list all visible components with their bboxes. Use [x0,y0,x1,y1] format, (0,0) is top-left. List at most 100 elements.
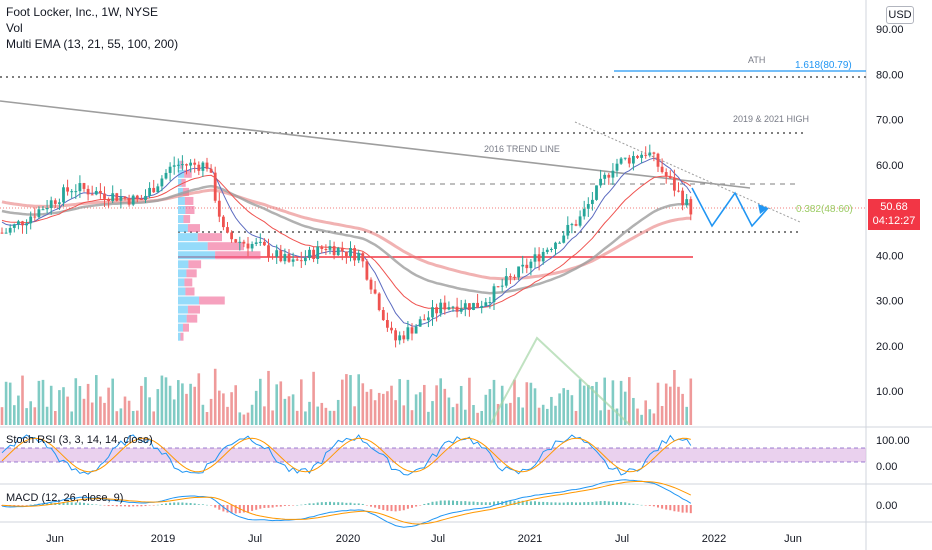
high-2019-2021-label: 2019 & 2021 HIGH [733,114,809,124]
volume-bar [439,378,442,425]
volume-bar [484,394,488,425]
candle-body [656,153,660,167]
candles-group[interactable] [0,144,693,348]
volume-bar [496,403,500,425]
candle-body [4,232,8,234]
macd-hist-bar [95,504,98,505]
time-tick-label: Jul [431,533,445,545]
time-axis[interactable]: Jun 2019 Jul 2020 Jul 2021 Jul 2022 Jun [46,533,802,545]
macd-hist-bar [181,502,184,505]
candle-body [402,335,406,340]
volume-bar [394,400,397,425]
volume-bar [607,409,611,425]
volume-bar [152,411,155,425]
volume-bar [254,390,258,425]
candle-body [472,302,475,310]
candle-body [25,223,28,226]
macd-hist-bar [525,501,528,505]
volume-bar [312,371,315,425]
candle-body [480,305,484,308]
volume-bar [681,393,684,425]
candle-body [451,306,455,308]
volume-bar [259,378,262,425]
macd-hist-bar [320,502,323,505]
volume-bar [230,392,233,425]
candle-body [504,276,508,286]
macd-hist-bar [566,502,569,505]
volume-bar [578,379,582,425]
volume-bar [201,404,205,425]
macd-signal-line [1,480,692,525]
volume-bar [546,408,549,425]
candle-body [263,241,266,246]
macd-tick-0: 0.00 [876,500,897,512]
macd-hist-bar [312,503,315,505]
macd-hist-bar [300,504,303,506]
candle-body [439,302,443,314]
macd-hist-bar [374,505,377,508]
volume-bar [103,402,106,425]
volume-bar [119,408,123,425]
macd-hist-bar [406,505,409,509]
macd-hist-bar [443,500,446,505]
candle-body [521,264,525,267]
volume-bar [209,398,213,425]
currency-button[interactable]: USD [886,6,914,24]
candle-body [447,307,451,310]
volume-bar [185,393,188,425]
macd-hist-bar [550,502,553,505]
macd-hist-bar [542,501,545,505]
volume-profile-up [178,196,185,205]
candle-body [636,155,639,158]
candle-body [111,193,115,202]
candle-body [140,198,143,200]
macd-hist-bar [419,505,422,506]
volume-bar [250,404,254,425]
volume-bar [238,412,242,425]
candle-body [627,157,631,164]
macd-hist-bar [603,500,606,505]
macd-hist-bar [616,501,618,505]
macd-hist-bar [87,503,90,505]
macd-hist-bar [226,505,229,513]
volume-bar [234,385,237,425]
time-tick-label: Jul [248,533,262,545]
volume-profile-up [178,296,200,305]
volume-bar [160,375,164,425]
candle-body [336,247,340,256]
volume-bar [37,380,41,425]
candle-body [541,251,545,262]
macd-hist-bar [140,505,143,507]
candle-body [619,158,623,164]
candle-body [595,185,598,200]
candle-body [550,248,553,250]
macd-hist-bar [480,502,483,505]
macd-hist-bar [390,505,393,512]
macd-hist-bar [128,505,131,507]
macd-hist-bar [160,504,163,505]
macd-hist-bar [640,504,643,506]
macd-hist-bar [165,503,167,505]
macd-hist-bar [119,505,122,507]
candle-body [135,195,139,199]
trend-line-dotted [574,121,801,223]
macd-hist-bar [13,505,16,506]
volume-bar [218,390,221,425]
volume-bar [685,406,688,425]
volume-bar [455,403,459,425]
volume-bar [271,410,274,425]
candle-body [435,307,438,314]
candle-body [591,199,594,205]
macd-hist-bar [493,501,495,505]
volume-bar [136,410,139,425]
candle-body [632,155,635,164]
macd-hist-bar [611,501,614,505]
macd-hist-bar [173,502,176,505]
volume-profile-down [199,296,225,305]
candle-body [509,276,512,278]
candle-body [558,242,561,244]
candle-body [611,170,615,178]
macd-hist-bar [534,501,536,505]
macd-hist-bar [652,505,655,507]
